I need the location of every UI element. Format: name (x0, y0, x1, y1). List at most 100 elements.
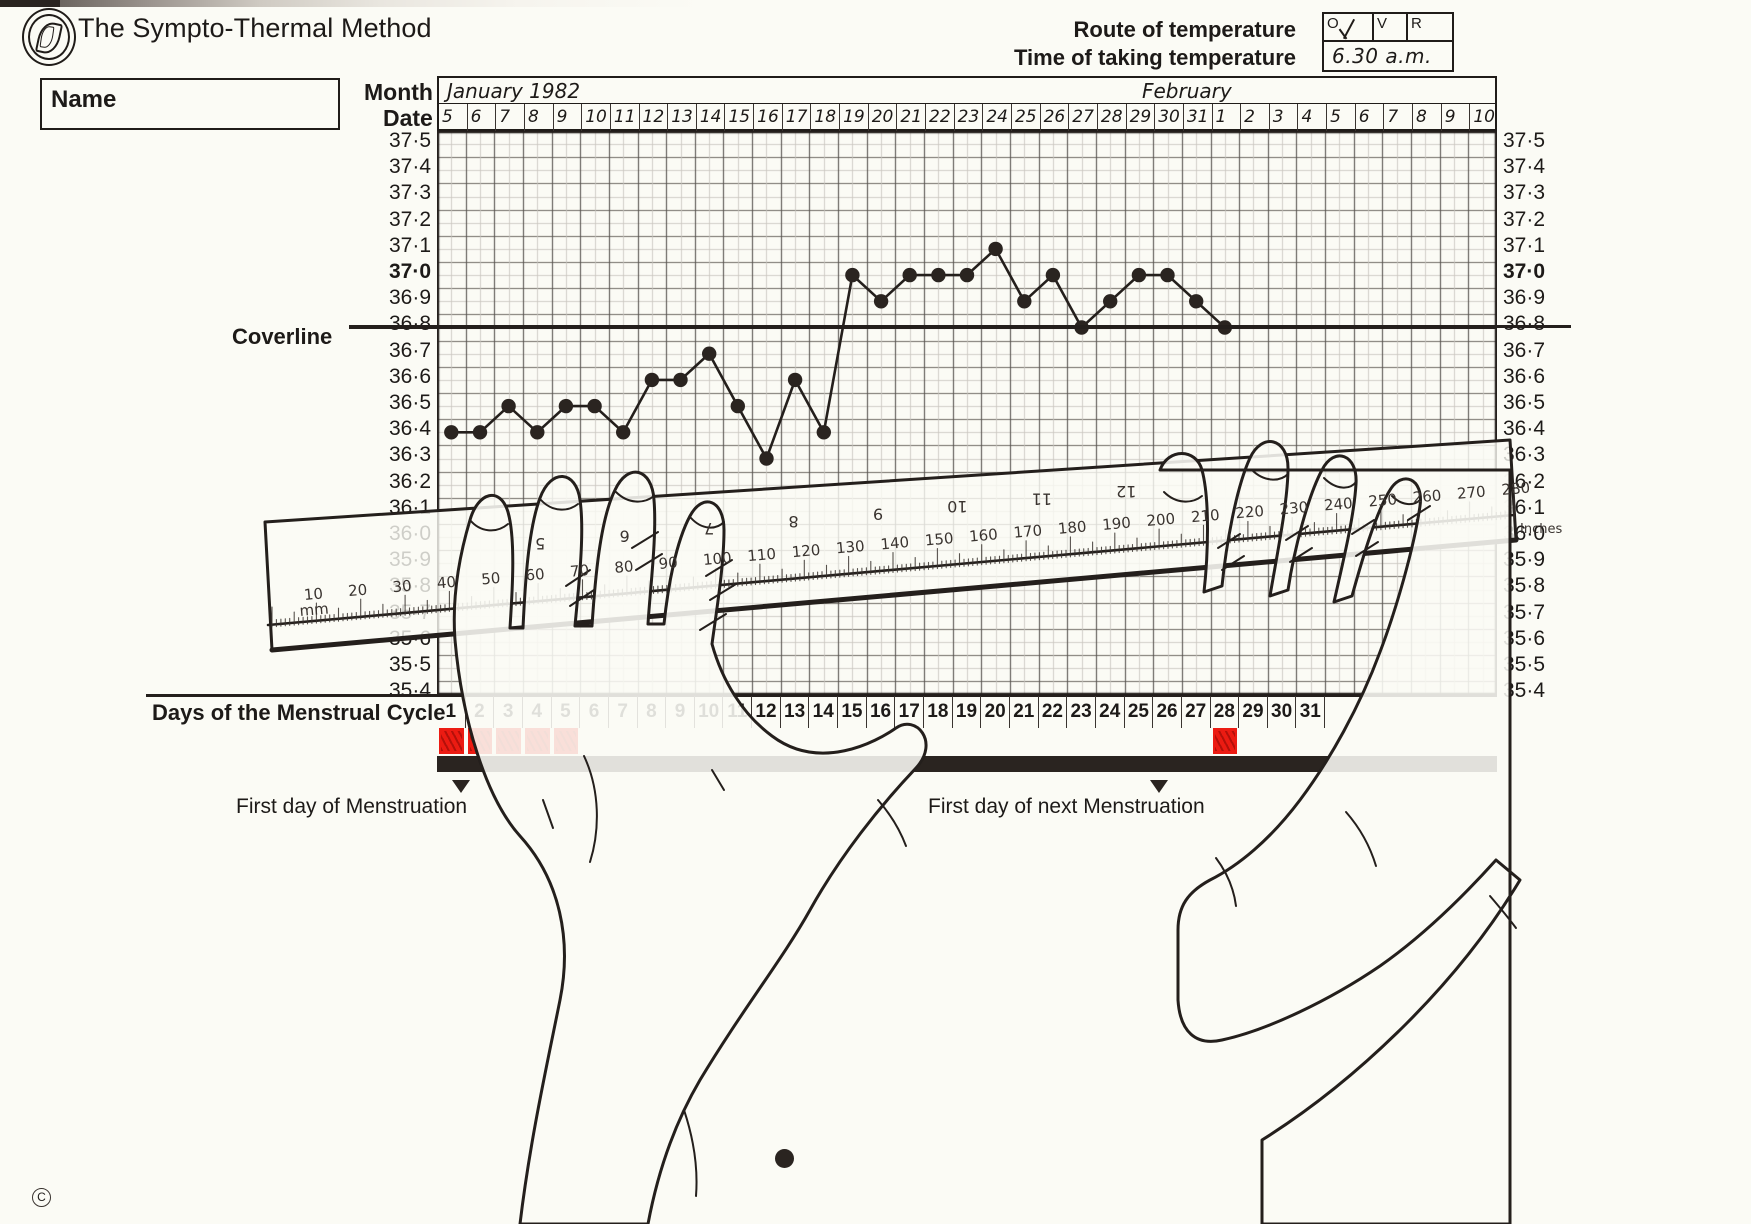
temperature-point[interactable] (1131, 267, 1147, 283)
cycle-day-cell[interactable]: 23 (1067, 696, 1096, 728)
menstruation-mark[interactable] (1212, 728, 1238, 754)
date-cell[interactable]: 6 (468, 104, 497, 131)
cycle-day-cell[interactable]: 12 (752, 696, 781, 728)
route-of-temperature-options[interactable]: O V R (1322, 12, 1454, 42)
date-cell[interactable]: 13 (668, 104, 697, 131)
menstruation-mark[interactable] (439, 728, 464, 754)
date-cell[interactable]: 12 (640, 104, 669, 131)
cycle-day-cell[interactable]: 28 (1211, 696, 1240, 728)
date-cell[interactable]: 29 (1127, 104, 1156, 131)
cycle-day-cell[interactable]: 26 (1153, 696, 1182, 728)
temperature-point[interactable] (530, 425, 545, 440)
temperature-point[interactable] (1017, 294, 1032, 309)
date-cell[interactable]: 20 (869, 104, 898, 131)
date-cell[interactable]: 10 (582, 104, 611, 131)
cycle-day-cell[interactable]: 25 (1125, 696, 1154, 728)
cycle-day-cell[interactable]: 3 (494, 696, 523, 728)
date-cell[interactable]: 3 (1270, 104, 1299, 131)
cycle-day-cell[interactable]: 9 (666, 696, 695, 728)
cycle-day-cell[interactable]: 11 (723, 696, 753, 728)
menstruation-marks-row[interactable] (437, 728, 1497, 756)
menstruation-mark[interactable] (496, 728, 521, 754)
temperature-point[interactable] (816, 425, 831, 440)
date-cell[interactable]: 22 (926, 104, 955, 131)
date-cell[interactable]: 2 (1241, 104, 1270, 131)
cycle-day-cell[interactable]: 24 (1096, 696, 1125, 728)
date-cell[interactable]: 27 (1069, 104, 1098, 131)
route-option-oral[interactable]: O (1324, 14, 1374, 42)
temperature-point[interactable] (730, 398, 745, 414)
cycle-day-cell[interactable]: 14 (809, 696, 839, 728)
cycle-day-cell[interactable]: 10 (695, 696, 724, 728)
date-cell[interactable]: 7 (1384, 104, 1414, 131)
cycle-day-cell[interactable]: 31 (1296, 696, 1326, 728)
temperature-point[interactable] (673, 372, 688, 388)
cycle-day-cell[interactable]: 6 (580, 696, 609, 728)
cycle-day-cell[interactable]: 27 (1182, 696, 1211, 728)
date-cell[interactable]: 9 (554, 104, 583, 131)
cycle-day-cell[interactable]: 20 (981, 696, 1010, 728)
temperature-point[interactable] (959, 267, 975, 283)
temperature-point[interactable] (759, 451, 774, 466)
temperature-point[interactable] (988, 241, 1003, 257)
temperature-point[interactable] (616, 425, 631, 440)
date-cell[interactable]: 4 (1298, 104, 1328, 131)
menstruation-mark[interactable] (524, 728, 550, 754)
temperature-point[interactable] (873, 294, 889, 309)
date-cell[interactable]: 6 (1356, 104, 1385, 131)
cycle-day-cell[interactable]: 18 (924, 696, 953, 728)
temperature-point[interactable] (1189, 294, 1204, 309)
temperature-point[interactable] (787, 372, 803, 388)
cycle-day-cell[interactable]: 29 (1239, 696, 1268, 728)
date-cell[interactable]: 11 (611, 104, 640, 131)
date-cell[interactable]: 25 (1012, 104, 1041, 131)
temperature-point[interactable] (902, 267, 917, 283)
cycle-day-cell[interactable]: 19 (953, 696, 982, 728)
temperature-point[interactable] (1160, 267, 1175, 283)
temperature-point[interactable] (587, 398, 602, 414)
temperature-point[interactable] (1045, 267, 1061, 283)
date-cell[interactable]: 28 (1098, 104, 1127, 131)
temperature-point[interactable] (472, 425, 488, 440)
date-cell[interactable]: 10 (1473, 107, 1495, 127)
date-cell[interactable]: 1 (1213, 104, 1242, 131)
temperature-point[interactable] (845, 267, 860, 283)
date-cell[interactable]: 19 (840, 104, 869, 131)
menstruation-mark[interactable] (467, 728, 493, 754)
date-cell[interactable]: 17 (783, 104, 812, 131)
cycle-day-cell[interactable]: 13 (781, 696, 810, 728)
date-cell[interactable]: 30 (1155, 104, 1184, 131)
menstruation-mark[interactable] (553, 728, 579, 754)
cycle-day-row[interactable]: 1 2 3 4 5 6 7 8 9 10 11 12 13 14 15 16 17 18 19 20 21 22 23 24 2… (437, 696, 1497, 728)
temperature-point[interactable] (501, 398, 516, 414)
cycle-day-cell[interactable]: 7 (609, 696, 638, 728)
date-cell[interactable]: 24 (983, 104, 1012, 131)
cycle-day-cell[interactable]: 8 (638, 696, 667, 728)
cycle-day-cell[interactable]: 4 (523, 696, 552, 728)
cycle-day-cell[interactable]: 22 (1039, 696, 1068, 728)
date-cell[interactable]: 7 (496, 104, 525, 131)
cycle-day-cell[interactable]: 21 (1010, 696, 1039, 728)
temperature-point[interactable] (1103, 294, 1118, 309)
temperature-point[interactable] (444, 425, 459, 440)
cycle-day-cell[interactable]: 30 (1268, 696, 1297, 728)
date-cell[interactable]: 26 (1041, 104, 1070, 131)
cycle-day-cell[interactable]: 5 (552, 696, 581, 728)
date-cell[interactable]: 16 (754, 104, 783, 131)
temperature-point[interactable] (558, 398, 574, 414)
cycle-day-cell[interactable]: 2 (466, 696, 495, 728)
route-option-rectal[interactable]: R (1411, 15, 1422, 32)
date-cell[interactable]: 23 (955, 104, 984, 131)
date-cell[interactable]: 31 (1184, 104, 1213, 131)
cycle-day-cell[interactable]: 16 (867, 696, 896, 728)
cycle-day-cell[interactable]: 17 (895, 696, 925, 728)
month-value-row[interactable]: January 1982 February (437, 76, 1497, 104)
temperature-point[interactable] (702, 346, 717, 361)
date-cell[interactable]: 8 (525, 104, 554, 131)
cycle-day-cell[interactable]: 1 (437, 696, 466, 728)
date-cell[interactable]: 21 (897, 104, 927, 131)
route-option-vaginal[interactable]: V (1374, 14, 1408, 42)
date-cell[interactable]: 8 (1413, 104, 1442, 131)
date-cell[interactable]: 18 (811, 104, 841, 131)
time-of-taking-temperature-value[interactable]: 6.30 a.m. (1322, 40, 1454, 72)
